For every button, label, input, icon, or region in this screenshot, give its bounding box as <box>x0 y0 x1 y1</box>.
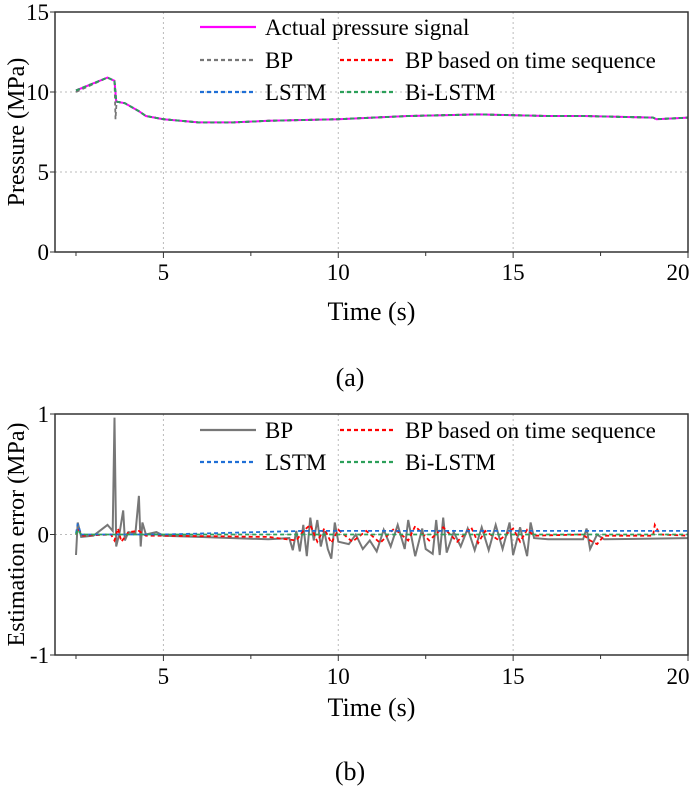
series-line-bilstm <box>75 76 688 124</box>
legend-item-bp_seq: BP based on time sequence <box>340 48 656 73</box>
y-tick-label: 0 <box>38 240 50 265</box>
legend-label: LSTM <box>265 450 326 475</box>
panel-label: (a) <box>336 363 365 392</box>
legend: BP BP based on time sequence LSTM Bi-LSTM <box>200 418 656 475</box>
legend-item-bilstm: Bi-LSTM <box>340 80 496 105</box>
legend: Actual pressure signal BP BP based on time… <box>200 15 656 105</box>
y-axis-title: Estimation error (MPa) <box>4 423 30 647</box>
legend-item-bp_seq: BP based on time sequence <box>340 418 656 443</box>
x-axis-title: Time (s) <box>328 297 416 326</box>
panel-b: 5 10 15 20 -1 0 1 Time (s) Estimation error (MPa… <box>4 402 690 786</box>
panel-a: 5 10 15 20 0 5 10 15 Time (s) Pressure (MPa) (a) Ac… <box>4 0 690 392</box>
y-tick-label: 10 <box>26 80 49 105</box>
series-line-lstm <box>75 523 688 536</box>
y-tick-label: 5 <box>38 160 50 185</box>
x-tick-label: 5 <box>158 664 170 689</box>
y-tick-label: -1 <box>30 643 49 668</box>
legend-label: BP <box>265 48 293 73</box>
legend-label: BP <box>265 418 293 443</box>
legend-item-lstm: LSTM <box>200 80 326 105</box>
legend-item-bilstm: Bi-LSTM <box>340 450 496 475</box>
x-tick-label: 15 <box>502 260 525 285</box>
x-tick-label: 10 <box>327 260 350 285</box>
legend-label: Bi-LSTM <box>405 80 496 105</box>
x-tick-label: 20 <box>667 664 690 689</box>
legend-label: Bi-LSTM <box>405 450 496 475</box>
legend-item-lstm: LSTM <box>200 450 326 475</box>
series-line-bp <box>75 417 688 559</box>
y-tick-label: 0 <box>38 523 50 548</box>
series-line-bilstm <box>75 527 688 536</box>
legend-item-actual: Actual pressure signal <box>200 15 469 40</box>
x-tick-label: 20 <box>667 260 690 285</box>
y-tick-label: 1 <box>38 402 50 427</box>
y-axis-title: Pressure (MPa) <box>4 58 30 207</box>
legend-label: LSTM <box>265 80 326 105</box>
plot-frame <box>54 11 689 253</box>
panel-label: (b) <box>335 757 365 786</box>
legend-label: Actual pressure signal <box>265 15 469 40</box>
series-line-bp_seq <box>75 522 688 546</box>
legend-label: BP based on time sequence <box>405 48 656 73</box>
legend-item-bp: BP <box>200 418 293 443</box>
legend-item-bp: BP <box>200 48 293 73</box>
x-tick-label: 10 <box>327 664 350 689</box>
x-tick-label: 15 <box>502 664 525 689</box>
x-axis-title: Time (s) <box>328 693 416 722</box>
y-tick-label: 15 <box>26 0 49 25</box>
legend-label: BP based on time sequence <box>405 418 656 443</box>
x-tick-label: 5 <box>158 260 170 285</box>
